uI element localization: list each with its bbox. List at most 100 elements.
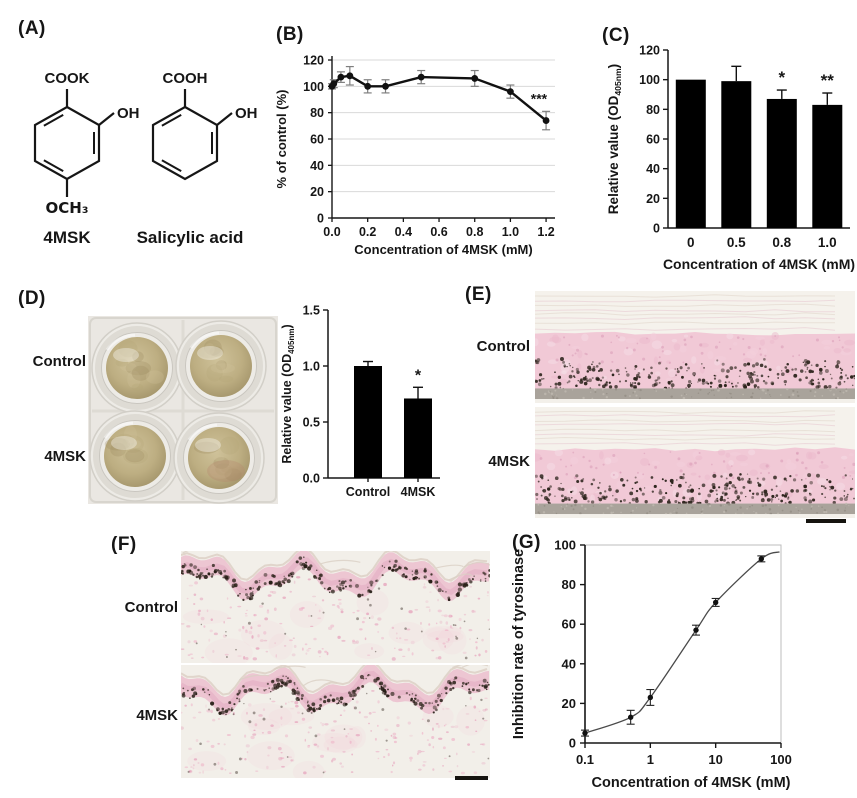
svg-text:0.1: 0.1: [576, 752, 594, 767]
svg-text:1: 1: [647, 752, 654, 767]
svg-text:1.2: 1.2: [537, 225, 554, 239]
svg-text:100: 100: [639, 73, 660, 87]
significance-annotation: **: [821, 71, 835, 90]
melanin-granules: [181, 673, 490, 716]
histology-image-f-control: [181, 551, 490, 663]
row-label-4msk: 4MSK: [136, 707, 178, 724]
panel-label-d: (D): [18, 288, 46, 309]
svg-text:80: 80: [310, 106, 324, 120]
svg-text:0.6: 0.6: [430, 225, 447, 239]
svg-text:10: 10: [708, 752, 722, 767]
bar: [721, 81, 752, 229]
significance-annotation: *: [778, 68, 785, 87]
svg-text:80: 80: [646, 103, 660, 117]
molecule-name: 4MSK: [43, 228, 91, 247]
svg-text:100: 100: [770, 752, 792, 767]
substituent-label: COOK: [45, 70, 90, 87]
svg-text:60: 60: [310, 133, 324, 147]
y-axis-title: Relative value (OD405nm): [280, 324, 296, 463]
y-axis-title: % of control (%): [274, 90, 289, 189]
svg-text:100: 100: [303, 80, 324, 94]
significance-annotation: *: [415, 367, 422, 384]
substituent-label: COOH: [163, 70, 208, 87]
bar: [766, 98, 797, 228]
svg-text:0.4: 0.4: [395, 225, 412, 239]
culture-well: [89, 410, 181, 502]
culture-well: [173, 412, 265, 504]
svg-text:20: 20: [310, 185, 324, 199]
molecule-salicylic-acid: COOH OH Salicylic acid: [137, 70, 258, 247]
row-label-4msk: 4MSK: [488, 453, 530, 470]
scale-bar: [455, 776, 488, 780]
svg-text:0.8: 0.8: [466, 225, 483, 239]
svg-text:40: 40: [562, 656, 576, 671]
svg-text:1.5: 1.5: [303, 304, 320, 318]
y-axis-title: Inhibition rate of tyrosinase: [511, 549, 527, 739]
svg-text:0.2: 0.2: [359, 225, 376, 239]
well-plate-photo: [88, 316, 278, 504]
fit-curve: [584, 551, 780, 734]
panel-label-c: (C): [602, 25, 630, 46]
category-label: 0.8: [772, 235, 791, 250]
substituent-label: OH: [235, 105, 258, 122]
svg-text:1.0: 1.0: [502, 225, 519, 239]
x-axis-title: Concentration of 4MSK (mM): [354, 242, 532, 257]
membrane: [535, 388, 855, 400]
svg-text:60: 60: [646, 133, 660, 147]
line-chart-cell-viability: 0 20 40 60 80 100 120 0.0 0.2 0.4 0.6 0.8 1.0 1.2 Conc…: [274, 54, 555, 257]
data-points: [582, 556, 765, 736]
molecule-4msk: COOK OH OCH₃ 4MSK: [33, 70, 140, 247]
svg-text:40: 40: [646, 162, 660, 176]
svg-text:0.0: 0.0: [323, 225, 340, 239]
svg-text:100: 100: [554, 538, 576, 553]
bars: *: [354, 360, 432, 478]
bar: [675, 79, 706, 228]
bar: [354, 366, 382, 478]
panel-label-g: (G): [512, 532, 541, 553]
error-bars: [581, 555, 766, 737]
svg-text:1.0: 1.0: [303, 360, 320, 374]
culture-well: [91, 322, 183, 414]
svg-text:120: 120: [303, 54, 324, 68]
row-label-control: Control: [476, 338, 530, 355]
row-label-control: Control: [32, 353, 86, 370]
scale-bar: [806, 519, 846, 523]
svg-text:0: 0: [653, 222, 660, 236]
y-axis-title: Relative value (OD405nm): [606, 64, 623, 214]
culture-well: [175, 320, 267, 412]
panel-label-e: (E): [465, 284, 492, 305]
row-label-4msk: 4MSK: [44, 448, 86, 465]
plot-area: 0 20 40 60 80 100 120 0 0.5 0.8 1.0: [639, 44, 850, 250]
svg-text:20: 20: [646, 192, 660, 206]
category-label: 4MSK: [401, 485, 436, 499]
category-label: 0: [687, 235, 695, 250]
svg-text:120: 120: [639, 44, 660, 58]
svg-text:60: 60: [562, 617, 576, 632]
bars: * **: [675, 65, 843, 229]
plot-area: 0 20 40 60 80 100 0.1 1 10 100: [554, 538, 792, 768]
molecule-name: Salicylic acid: [137, 228, 244, 247]
melanin-granules: [181, 556, 490, 602]
panel-label-f: (F): [111, 534, 137, 555]
svg-text:0.0: 0.0: [303, 472, 320, 486]
x-axis-title: Concentration of 4MSK (mM): [663, 256, 855, 272]
category-label: Control: [346, 485, 390, 499]
bar-chart-melanin: 0.0 0.5 1.0 1.5 Control 4MSK * Relative value (…: [280, 304, 440, 499]
bar: [812, 104, 843, 228]
plot-area: 0 20 40 60 80 100 120 0.0 0.2 0.4 0.6 0.8 1.0 1.2 Conc…: [303, 54, 555, 257]
bar: [404, 398, 432, 478]
svg-text:0: 0: [317, 212, 324, 226]
substituent-label: OH: [117, 105, 140, 122]
dose-response-chart-tyrosinase: 0 20 40 60 80 100 0.1 1 10 100 Concentration of 4M…: [511, 538, 792, 792]
data-points: [328, 72, 550, 124]
significance-annotation: ***: [531, 90, 548, 106]
panel-label-a: (A): [18, 18, 46, 39]
membrane: [535, 503, 855, 515]
svg-text:40: 40: [310, 159, 324, 173]
substituent-label: OCH₃: [46, 199, 89, 217]
svg-text:80: 80: [562, 577, 576, 592]
histology-image-f-4msk: [181, 665, 490, 778]
category-label: 0.5: [727, 235, 746, 250]
